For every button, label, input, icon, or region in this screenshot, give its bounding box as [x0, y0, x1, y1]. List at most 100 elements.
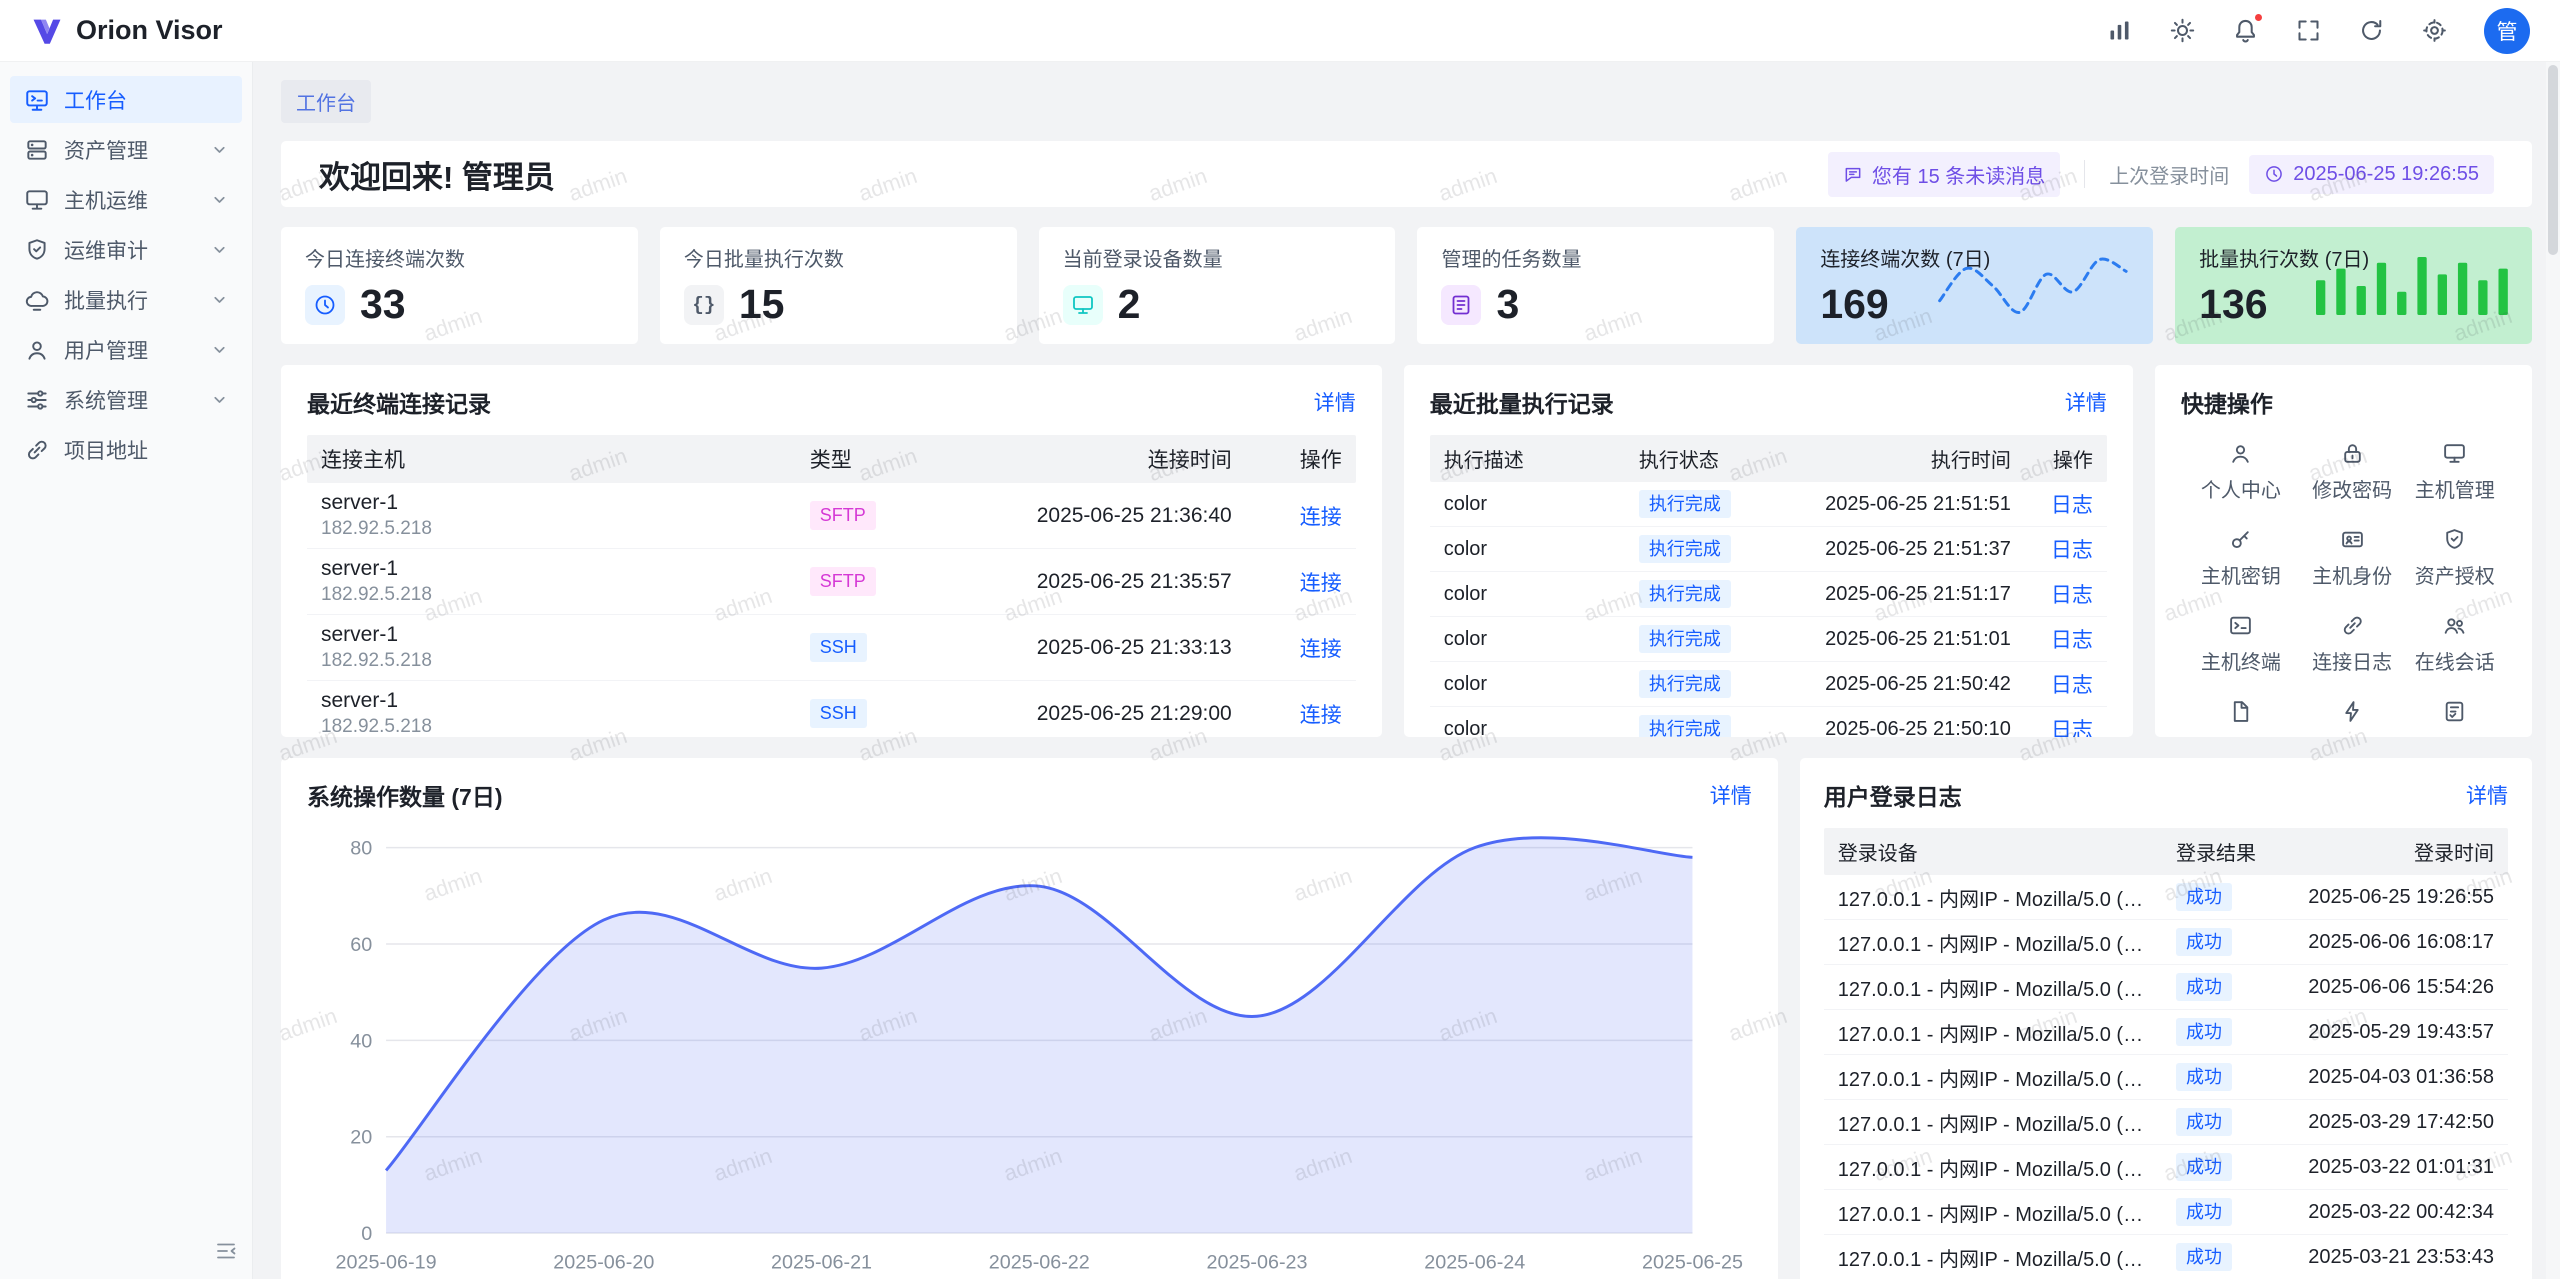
app-title: Orion Visor: [76, 15, 223, 45]
sidebar-item[interactable]: 系统管理: [10, 376, 242, 423]
log-link[interactable]: 日志: [2050, 629, 2093, 652]
welcome-title: 欢迎回来! 管理员: [319, 159, 555, 195]
quick-action-label: 连接日志: [2312, 652, 2393, 674]
quick-action-item[interactable]: 在线会话: [2403, 613, 2506, 675]
chevron-down-icon: [211, 341, 228, 358]
quick-action-item[interactable]: 修改密码: [2301, 441, 2404, 503]
quick-action-icon: [2340, 441, 2365, 466]
quick-action-item[interactable]: 主机管理: [2403, 441, 2506, 503]
quick-action-item[interactable]: 主机终端: [2181, 613, 2301, 675]
quick-action-item[interactable]: 主机身份: [2301, 527, 2404, 589]
page-scrollbar[interactable]: [2546, 62, 2560, 1279]
connect-link[interactable]: 连接: [1299, 703, 1342, 727]
clock-icon: [2266, 166, 2283, 182]
unread-messages-chip[interactable]: 您有 15 条未读消息: [1827, 151, 2061, 197]
quick-actions-card: 快捷操作 个人中心 修改密码: [2154, 365, 2532, 737]
exec-desc: color: [1443, 537, 1488, 560]
col-host: 连接主机: [321, 449, 405, 472]
status-badge: 执行完成: [1638, 669, 1731, 699]
sidebar-item[interactable]: 资产管理: [10, 126, 242, 173]
screen-chart-icon[interactable]: [2106, 17, 2133, 44]
login-device: 127.0.0.1 - 内网IP - Mozilla/5.0 (Windows …: [1837, 1248, 2162, 1271]
login-time: 2025-05-29 19:43:57: [2308, 1020, 2494, 1043]
col-device: 登录设备: [1837, 843, 1918, 865]
fullscreen-icon[interactable]: [2295, 17, 2322, 44]
unread-messages-text: 您有 15 条未读消息: [1871, 165, 2046, 188]
host-ip: 182.92.5.218: [321, 650, 432, 671]
sidebar-collapse-icon[interactable]: [214, 1239, 238, 1263]
user-avatar[interactable]: 管: [2484, 7, 2530, 54]
quick-action-item[interactable]: 个人中心: [2181, 441, 2301, 503]
sidebar-item[interactable]: 批量执行: [10, 276, 242, 323]
col-type: 类型: [809, 449, 852, 472]
exec-desc: color: [1443, 582, 1488, 605]
executions-detail-link[interactable]: 详情: [2064, 392, 2107, 415]
table-row: color 执行完成 2025-06-25 21:51:37 日志: [1429, 527, 2107, 572]
col-action: 操作: [2052, 450, 2093, 472]
svg-text:80: 80: [350, 838, 372, 860]
stat-card: 今日批量执行次数 {} 15: [659, 227, 1017, 344]
scrollbar-thumb[interactable]: [2548, 65, 2558, 255]
quick-action-item[interactable]: 主机密钥: [2181, 527, 2301, 589]
sidebar-item[interactable]: 项目地址: [10, 426, 242, 473]
card-title: 最近批量执行记录: [1429, 391, 1614, 417]
connect-link[interactable]: 连接: [1299, 505, 1342, 529]
exec-time: 2025-06-25 21:50:42: [1825, 672, 2011, 695]
log-link[interactable]: 日志: [2050, 674, 2093, 697]
breadcrumb-workbench[interactable]: 工作台: [281, 80, 371, 123]
quick-action-item[interactable]: 命令执行: [2301, 699, 2404, 737]
log-link[interactable]: 日志: [2050, 584, 2093, 607]
theme-sun-icon[interactable]: [2169, 17, 2196, 44]
log-link[interactable]: 日志: [2050, 494, 2093, 517]
sidebar-item[interactable]: 主机运维: [10, 176, 242, 223]
login-result-badge: 成功: [2176, 1017, 2232, 1047]
quick-action-item[interactable]: 文件操作日志: [2181, 699, 2301, 737]
login-result-badge: 成功: [2176, 882, 2232, 912]
connect-link[interactable]: 连接: [1299, 637, 1342, 661]
status-badge: 执行完成: [1638, 579, 1731, 609]
sidebar-item-icon: [24, 387, 50, 413]
login-log-detail-link[interactable]: 详情: [2466, 785, 2508, 808]
sidebar-item[interactable]: 工作台: [10, 76, 242, 123]
table-row: color 执行完成 2025-06-25 21:50:42 日志: [1429, 662, 2107, 707]
notification-bell-icon[interactable]: [2232, 12, 2264, 44]
quick-action-item[interactable]: 连接日志: [2301, 613, 2404, 675]
table-row: 127.0.0.1 - 内网IP - Mozilla/5.0 (Windows …: [1823, 875, 2508, 920]
stat-icon: [1441, 284, 1482, 325]
exec-time: 2025-06-25 21:51:01: [1825, 627, 2011, 650]
login-device: 127.0.0.1 - 内网IP - Mozilla/5.0 (Windows …: [1837, 933, 2162, 956]
sidebar-item[interactable]: 用户管理: [10, 326, 242, 373]
status-badge: 执行完成: [1638, 534, 1731, 564]
table-row: 127.0.0.1 - 内网IP - Mozilla/5.0 (Windows …: [1823, 1145, 2508, 1190]
login-result-badge: 成功: [2176, 1152, 2232, 1182]
settings-gear-icon[interactable]: [2421, 17, 2448, 44]
vertical-divider: [2084, 160, 2086, 188]
svg-text:2025-06-21: 2025-06-21: [771, 1252, 872, 1274]
log-link[interactable]: 日志: [2050, 539, 2093, 562]
col-status: 执行状态: [1638, 450, 1719, 472]
refresh-icon[interactable]: [2358, 17, 2385, 44]
chevron-down-icon: [211, 291, 228, 308]
connect-link[interactable]: 连接: [1299, 571, 1342, 595]
login-time: 2025-03-29 17:42:50: [2308, 1110, 2494, 1133]
middle-row: 最近终端连接记录 详情 连接主机 类型 连接时间 操作: [281, 365, 2532, 737]
log-link[interactable]: 日志: [2050, 719, 2093, 737]
quick-actions-grid: 个人中心 修改密码 主机管理: [2181, 441, 2506, 737]
login-device: 127.0.0.1 - 内网IP - Mozilla/5.0 (Windows …: [1837, 1113, 2162, 1136]
login-device: 127.0.0.1 - 内网IP - Mozilla/5.0 (Windows …: [1837, 1158, 2162, 1181]
chevron-down-icon: [211, 191, 228, 208]
quick-action-icon: [2442, 699, 2467, 724]
quick-action-item[interactable]: 执行日志: [2403, 699, 2506, 737]
sidebar-item-label: 主机运维: [64, 189, 148, 213]
status-badge: 执行完成: [1638, 489, 1731, 519]
host-name: server-1: [321, 491, 399, 514]
sidebar-item[interactable]: 运维审计: [10, 226, 242, 273]
table-header: 执行描述 执行状态 执行时间 操作: [1429, 435, 2107, 482]
quick-action-label: 主机密钥: [2200, 566, 2281, 588]
protocol-tag: SFTP: [809, 501, 876, 530]
card-title: 最近终端连接记录: [307, 391, 491, 417]
connections-detail-link[interactable]: 详情: [1313, 392, 1356, 415]
login-time: 2025-03-21 23:53:43: [2308, 1245, 2494, 1268]
quick-action-item[interactable]: 资产授权: [2403, 527, 2506, 589]
ops-chart-detail-link[interactable]: 详情: [1709, 785, 1752, 808]
